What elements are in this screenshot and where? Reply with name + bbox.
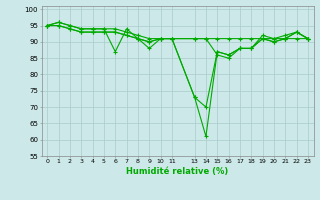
X-axis label: Humidité relative (%): Humidité relative (%) [126, 167, 229, 176]
